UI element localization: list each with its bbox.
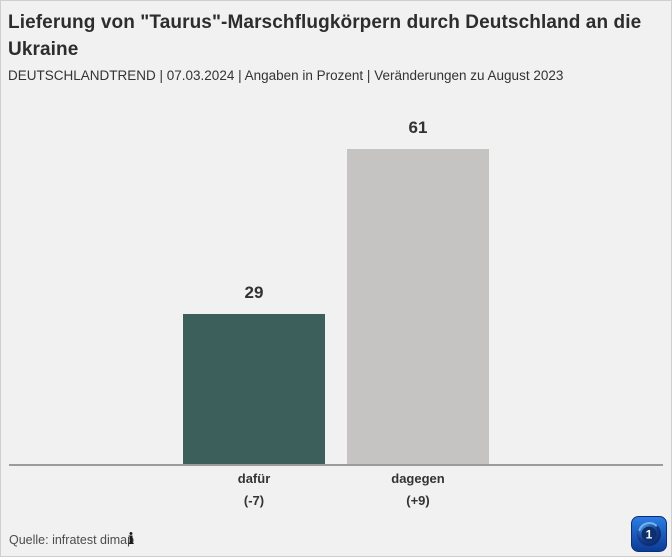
change-label: (+9)	[406, 493, 430, 508]
x-axis-line	[9, 464, 663, 466]
bar-value-label: 61	[408, 118, 428, 137]
chart-title: Lieferung von "Taurus"-Marschflugkörpern…	[8, 12, 642, 60]
bar-dafuer	[183, 314, 325, 464]
ard-logo-icon: 1	[631, 516, 667, 552]
bar-value-label: 29	[244, 283, 264, 302]
bar-dagegen	[347, 149, 489, 464]
chart-subtitle: DEUTSCHLANDTREND | 07.03.2024 | Angaben …	[8, 68, 564, 83]
change-label: (-7)	[243, 493, 265, 508]
category-label: dagegen	[391, 471, 445, 486]
xlabel-group-dafuer: dafür (-7)	[183, 471, 325, 508]
category-label: dafür	[237, 471, 271, 486]
info-icon[interactable]: i	[128, 529, 135, 548]
bar-group-dagegen: 61	[347, 118, 489, 464]
xlabel-group-dagegen: dagegen (+9)	[347, 471, 489, 508]
bar-group-dafuer: 29	[183, 283, 325, 464]
source-credit: Quelle: infratest dimap	[9, 533, 135, 547]
svg-text:1: 1	[646, 528, 653, 542]
